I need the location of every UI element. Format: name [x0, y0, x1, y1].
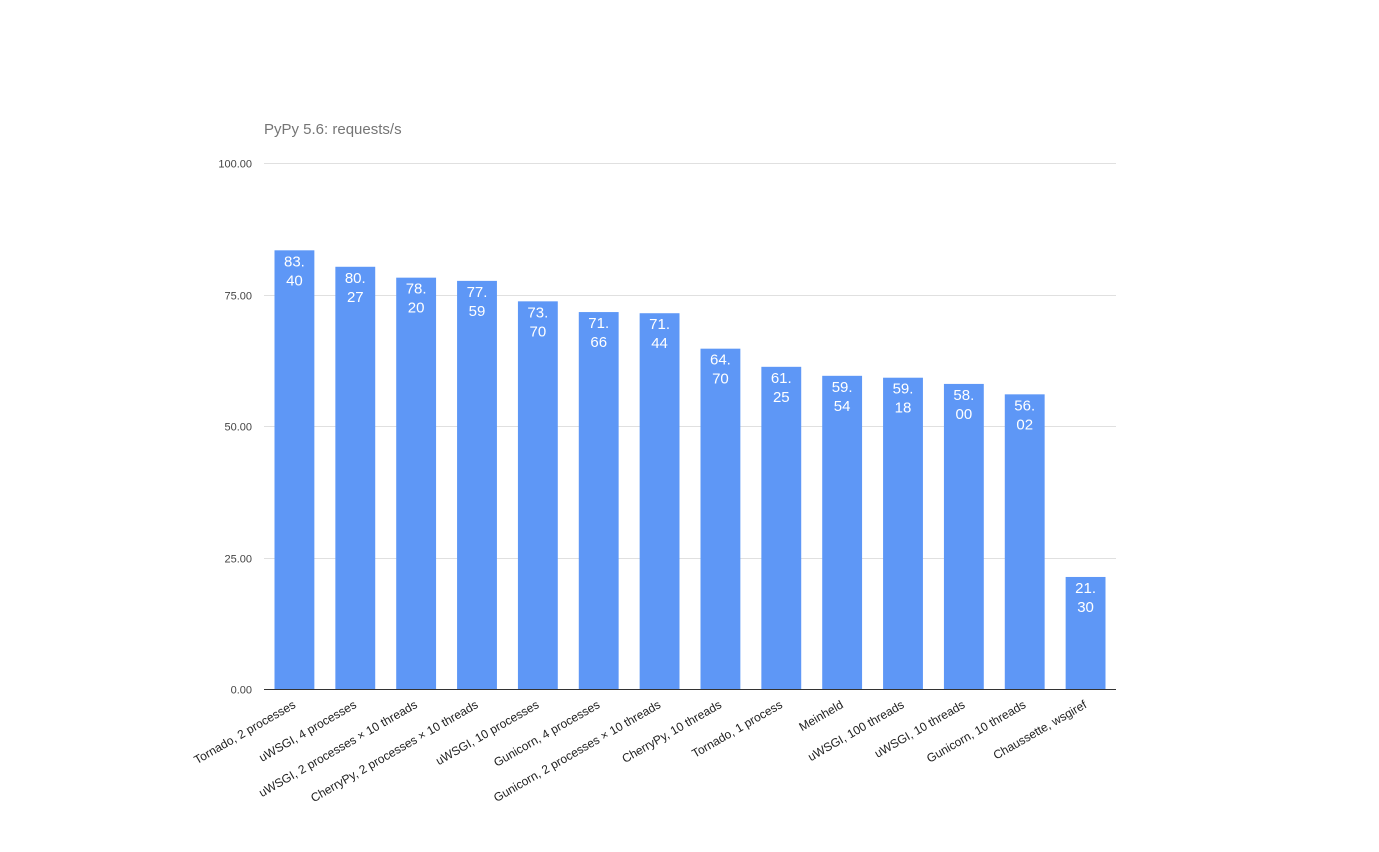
bar	[761, 366, 802, 689]
bar	[1004, 394, 1045, 689]
bar	[943, 383, 984, 689]
y-tick-label: 100.00	[218, 159, 252, 171]
bar	[883, 377, 923, 689]
bar-value-label: 71. 44	[649, 316, 670, 352]
bar	[578, 312, 619, 689]
bar-value-label: 78. 20	[406, 281, 427, 317]
x-tick-label: Tornado, 2 processes	[192, 697, 298, 766]
y-tick-label: 75.00	[224, 291, 252, 303]
x-tick-label: uWSGI, 10 processes	[433, 697, 541, 767]
bar	[457, 280, 497, 689]
bar-value-label: 59. 54	[832, 379, 853, 415]
x-tick-label: Gunicorn, 10 threads	[924, 697, 1028, 765]
x-tick-label: Meinheld	[796, 697, 845, 733]
bar	[639, 313, 680, 689]
bar	[700, 348, 741, 689]
x-tick-label: CherryPy, 10 threads	[620, 697, 724, 765]
y-tick-label: 25.00	[224, 554, 252, 566]
bar-value-label: 61. 25	[771, 370, 792, 406]
bar-value-label: 56. 02	[1014, 397, 1035, 433]
bar	[517, 301, 558, 689]
y-tick-label: 50.00	[224, 422, 252, 434]
y-tick-label: 0.00	[231, 685, 252, 697]
bar-value-label: 58. 00	[953, 387, 974, 423]
chart-title: PyPy 5.6: requests/s	[264, 121, 402, 138]
x-tick-label: Gunicorn, 4 processes	[491, 697, 602, 769]
bar-value-label: 73. 70	[527, 304, 548, 340]
bar-value-label: 83. 40	[284, 253, 305, 289]
bar-value-label: 71. 66	[588, 315, 609, 351]
bar	[822, 375, 863, 689]
bar-value-label: 64. 70	[710, 352, 731, 388]
bar-value-label: 77. 59	[467, 284, 488, 320]
bar	[335, 266, 376, 689]
bar-value-label: 59. 18	[893, 381, 914, 417]
bars: 83. 40 80. 27 78. 20 77. 59 73. 70 71. 66 71. 44 64. 70…	[274, 250, 1106, 690]
bar-value-label: 21. 30	[1075, 580, 1096, 616]
bar	[396, 277, 437, 689]
bar-value-label: 80. 27	[345, 270, 366, 306]
bar	[274, 250, 315, 690]
bar	[1065, 576, 1106, 689]
